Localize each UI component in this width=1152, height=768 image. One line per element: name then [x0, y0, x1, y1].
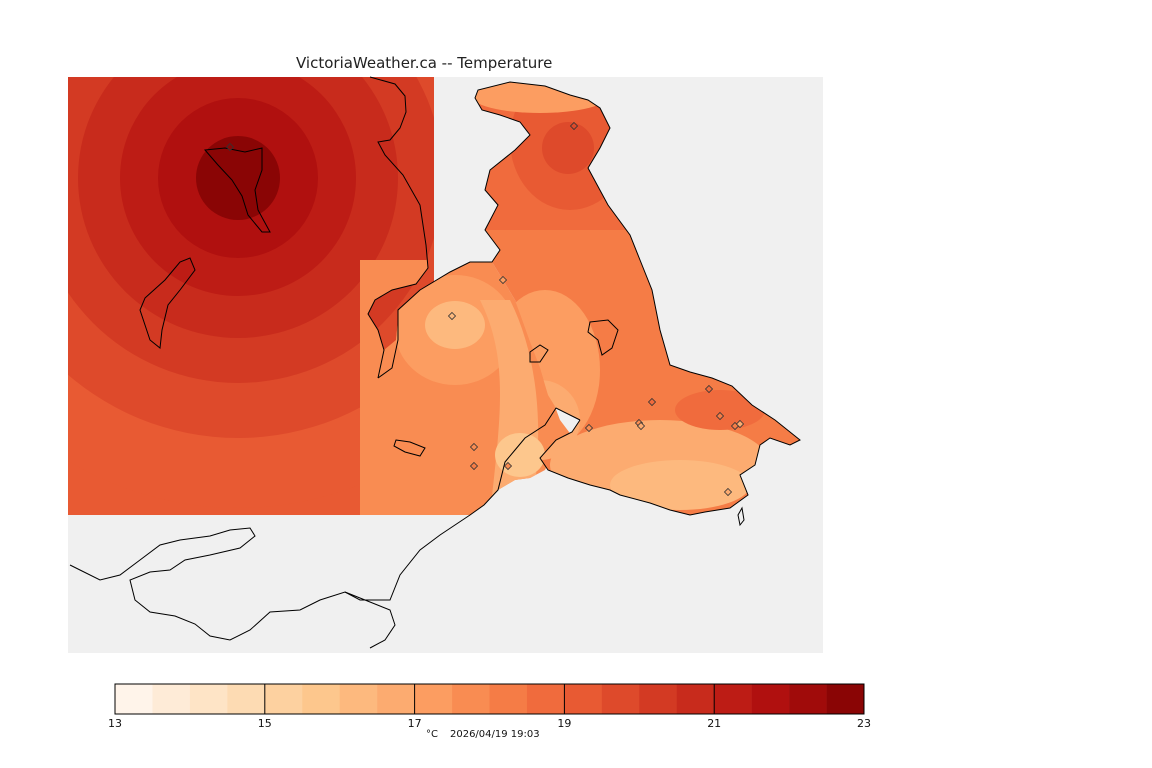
station-marker[interactable]	[647, 397, 657, 407]
colorbar-swatch	[601, 684, 640, 714]
elk-lake	[587, 319, 619, 356]
station-marker[interactable]	[704, 384, 714, 394]
station-marker[interactable]	[584, 423, 594, 433]
colorbar-swatch	[264, 684, 303, 714]
colorbar-swatch	[377, 684, 415, 714]
timestamp-label: 2026/04/19 19:03	[449, 729, 540, 740]
station-marker[interactable]	[569, 121, 579, 131]
colorbar-swatch	[751, 684, 790, 714]
station-marker[interactable]	[636, 421, 646, 431]
colorbar-swatch	[789, 684, 827, 714]
coastlines	[69, 76, 801, 649]
colorbar-swatch	[714, 684, 752, 714]
station-markers	[225, 121, 745, 497]
station-marker[interactable]	[735, 419, 745, 429]
colorbar-swatch	[676, 684, 715, 714]
colorbar-swatch	[414, 684, 453, 714]
colorbar-tick-label: 13	[108, 717, 122, 730]
lake-outline	[203, 147, 271, 233]
discovery-island	[737, 506, 745, 527]
map-title: VictoriaWeather.ca -- Temperature	[296, 54, 553, 72]
colorbar-swatch	[639, 684, 678, 714]
colorbar-tick-label: 23	[857, 717, 871, 730]
colorbar-swatch	[227, 684, 266, 714]
victoria-harbour-coast	[69, 407, 581, 641]
colorbar-tick-label: 17	[407, 717, 422, 730]
south-island-field	[360, 260, 575, 515]
station-marker[interactable]	[469, 461, 479, 471]
vancouver-island-coast	[367, 76, 429, 379]
colorbar-swatch	[115, 684, 153, 714]
station-marker[interactable]	[723, 487, 733, 497]
small-lake	[529, 344, 549, 363]
units-and-timestamp: °C 2026/04/19 19:03	[426, 729, 552, 740]
colorbar-swatch	[826, 684, 865, 714]
sooke-basin	[393, 439, 426, 457]
colorbar-swatch	[489, 684, 528, 714]
station-marker[interactable]	[498, 275, 508, 285]
south-island-coast	[377, 81, 801, 516]
units-label: °C	[426, 729, 438, 740]
station-marker[interactable]	[503, 461, 513, 471]
colorbar-tick-label: 15	[257, 717, 272, 730]
colorbar-swatch	[152, 684, 191, 714]
colorbar-swatch	[526, 684, 565, 714]
colorbar-swatch	[189, 684, 228, 714]
sidney-island	[139, 257, 196, 349]
colorbar-swatch	[302, 684, 340, 714]
station-marker[interactable]	[469, 442, 479, 452]
colorbar-tick-label: 21	[707, 717, 722, 730]
station-marker[interactable]	[715, 411, 725, 421]
colorbar-frame	[114, 683, 865, 715]
colorbar-swatch	[339, 684, 378, 714]
station-marker[interactable]	[225, 142, 235, 152]
station-marker[interactable]	[447, 311, 457, 321]
colorbar-swatch	[564, 684, 603, 714]
colorbar	[114, 683, 865, 715]
colorbar-swatch	[452, 684, 490, 714]
colorbar-tick-label: 19	[557, 717, 572, 730]
olympic-coast	[344, 591, 396, 649]
